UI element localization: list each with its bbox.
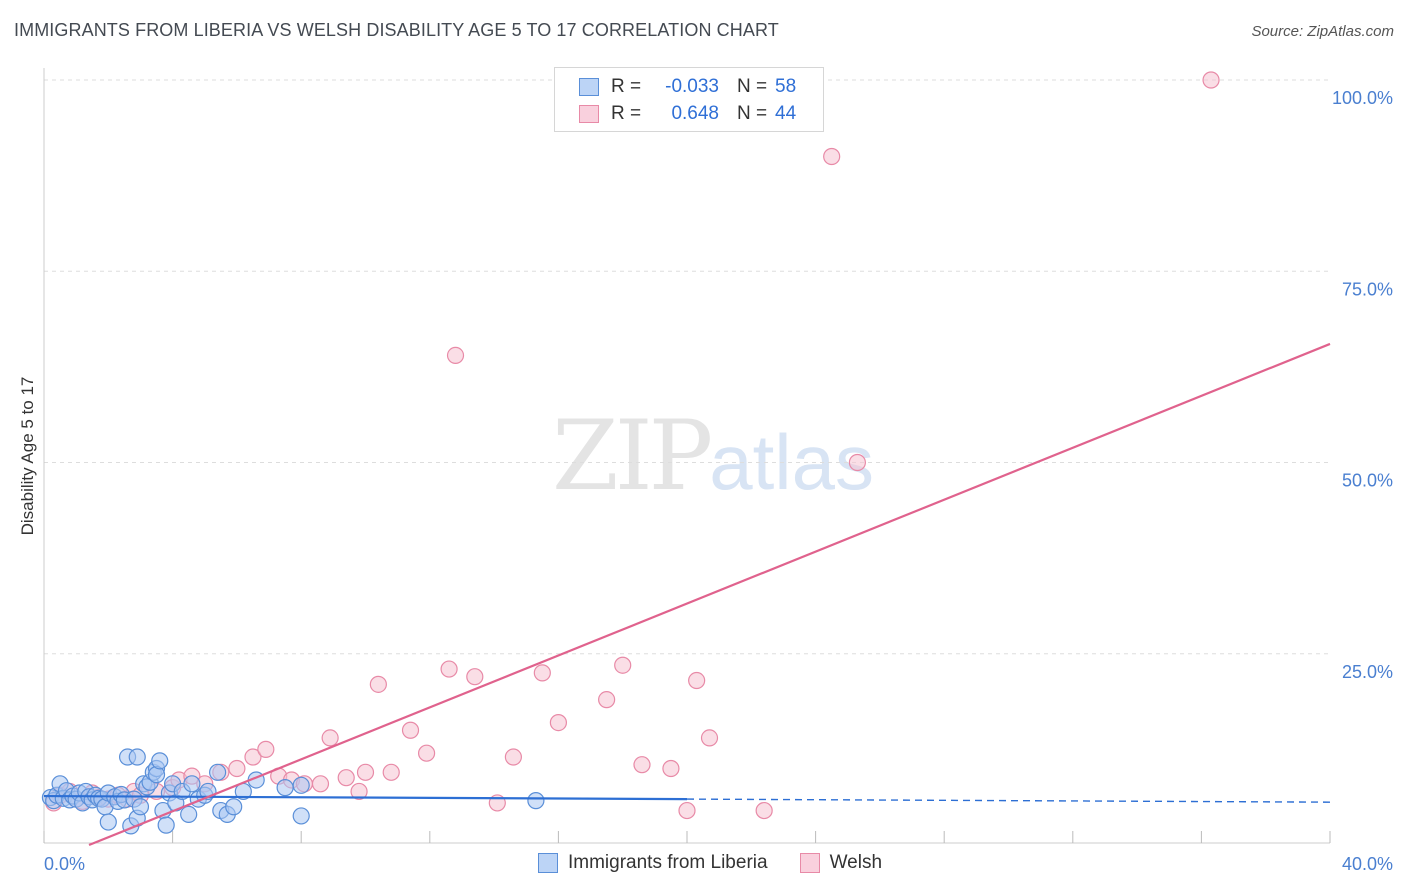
legend-n-label: N =	[737, 76, 768, 97]
liberia-point	[292, 776, 310, 794]
x-tick-label: 0.0%	[44, 854, 85, 874]
welsh-point	[633, 756, 651, 774]
welsh-point	[549, 713, 568, 732]
series-legend-welsh[interactable]: Welsh	[799, 852, 883, 874]
grid-layer	[44, 79, 1330, 655]
welsh-point	[504, 748, 522, 766]
source-credit: Source: ZipAtlas.com	[1251, 23, 1394, 40]
welsh-point	[533, 664, 551, 682]
legend-n-value: 44	[775, 103, 797, 124]
legend-r-value: 0.648	[671, 103, 719, 124]
liberia-point	[209, 763, 227, 781]
welsh-point	[244, 748, 262, 766]
liberia-point	[99, 813, 117, 831]
welsh-point	[848, 453, 866, 472]
welsh-point	[678, 801, 696, 820]
welsh-point	[257, 740, 275, 758]
x-tick-label: 40.0%	[1342, 854, 1393, 874]
welsh-point	[337, 769, 355, 787]
legend-r-label: R =	[611, 103, 642, 124]
welsh-point	[417, 744, 436, 762]
welsh-trend-line	[88, 342, 1331, 847]
series-label-liberia: Immigrants from Liberia	[568, 852, 768, 873]
series-legend: Immigrants from Liberia Welsh	[538, 852, 914, 874]
welsh-point	[321, 729, 339, 747]
legend-n-value: 58	[775, 76, 797, 97]
welsh-point	[311, 775, 330, 793]
liberia-point	[157, 816, 175, 834]
y-tick-label: 75.0%	[1342, 279, 1393, 299]
welsh-point	[662, 759, 680, 778]
welsh-point	[382, 763, 400, 781]
welsh-point	[466, 668, 484, 686]
trend-layer	[43, 342, 1331, 847]
liberia-point	[183, 775, 201, 793]
liberia-point	[292, 807, 310, 825]
tick-label-layer: 25.0% 50.0% 75.0% 100.0% 0.0% 40.0%	[44, 88, 1393, 874]
y-tick-label: 25.0%	[1342, 662, 1393, 682]
axis-layer	[43, 68, 1331, 844]
welsh-point	[228, 759, 246, 778]
liberia-point	[276, 779, 294, 797]
welsh-point	[688, 671, 706, 690]
liberia-point	[180, 805, 198, 824]
legend-n-label: N =	[737, 103, 768, 124]
liberia-point	[225, 798, 243, 816]
series-swatch-liberia	[538, 853, 558, 873]
series-legend-liberia[interactable]: Immigrants from Liberia	[538, 852, 768, 874]
watermark-zip: ZIP	[552, 400, 713, 512]
welsh-point	[369, 675, 387, 693]
welsh-point	[755, 801, 773, 820]
liberia-trend-line	[43, 794, 688, 801]
legend-swatch-liberia	[579, 78, 599, 96]
liberia-point	[128, 748, 146, 766]
liberia-point	[131, 798, 150, 816]
legend-r-label: R =	[611, 76, 642, 97]
legend-r-value: -0.033	[665, 76, 719, 97]
welsh-point	[1202, 71, 1220, 89]
welsh-point	[440, 660, 458, 678]
series-swatch-welsh	[799, 853, 820, 873]
y-tick-label: 50.0%	[1342, 471, 1393, 491]
welsh-point	[614, 656, 632, 674]
legend-swatch-welsh	[579, 105, 599, 123]
legend-row-liberia: R = -0.033 N = 58	[579, 74, 796, 100]
welsh-point	[823, 147, 841, 166]
points-layer	[41, 71, 1220, 835]
liberia-trend-line-extrapolated	[686, 798, 1331, 803]
legend-row-welsh: R = 0.648 N = 44	[579, 101, 796, 127]
liberia-point	[151, 752, 169, 770]
welsh-point	[350, 782, 368, 801]
liberia-point	[527, 792, 545, 810]
chart-title: IMMIGRANTS FROM LIBERIA VS WELSH DISABIL…	[14, 20, 779, 40]
welsh-point	[700, 729, 719, 747]
y-tick-label: 100.0%	[1332, 88, 1393, 108]
welsh-point	[446, 346, 465, 364]
correlation-legend: R = -0.033 N = 58 R = 0.648 N = 44	[554, 67, 824, 132]
welsh-point	[598, 691, 616, 709]
series-label-welsh: Welsh	[829, 852, 883, 873]
welsh-point	[356, 763, 375, 781]
welsh-point	[401, 721, 420, 739]
